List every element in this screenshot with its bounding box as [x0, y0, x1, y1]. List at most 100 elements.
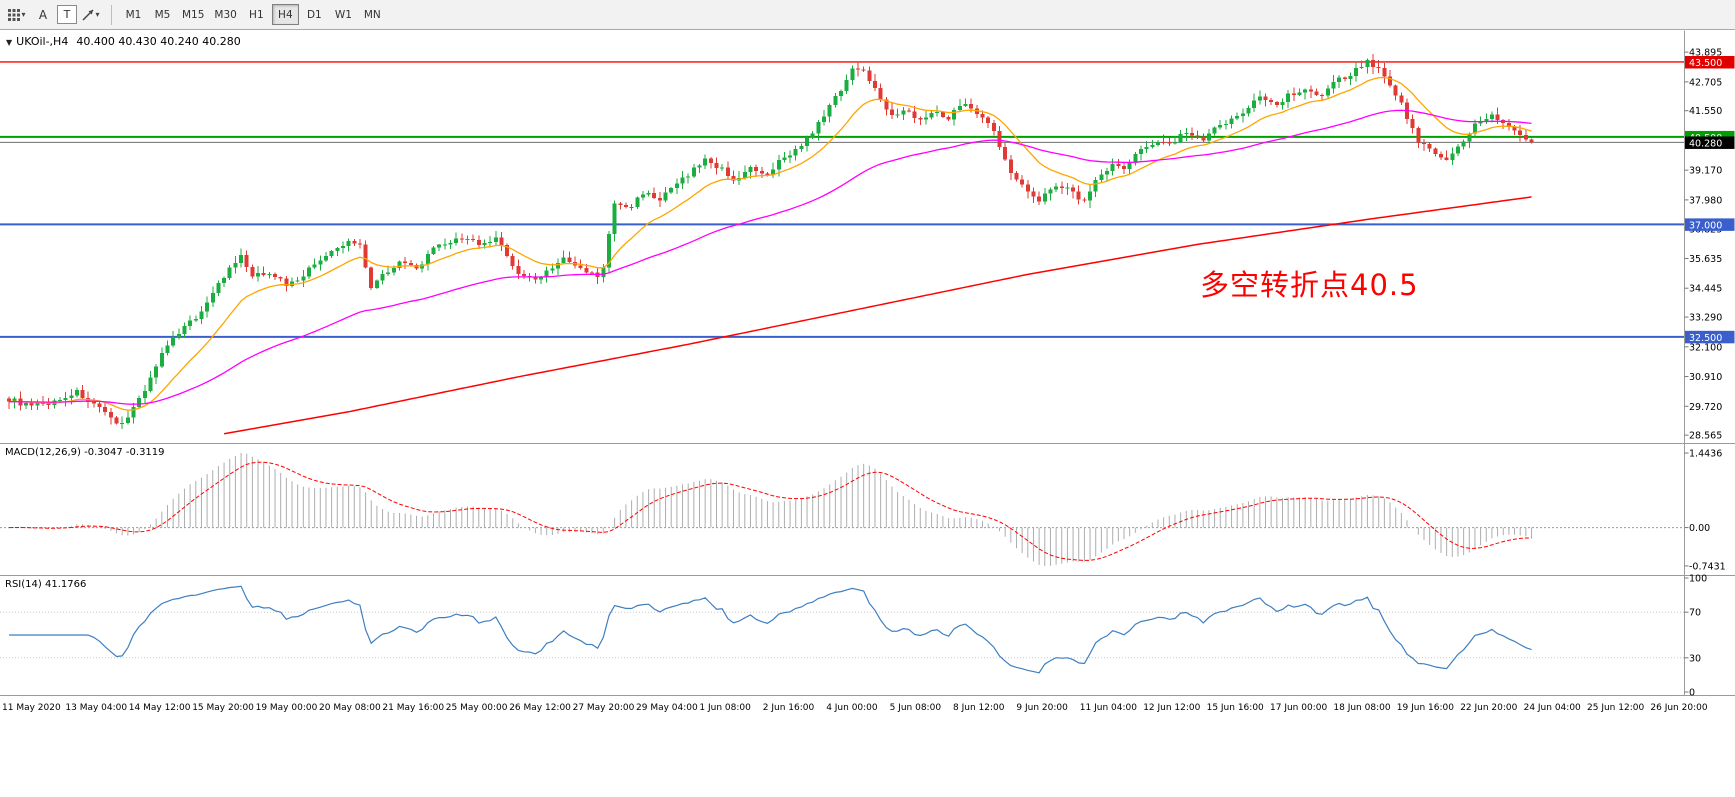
rsi-line	[9, 585, 1532, 674]
macd-axis-label: 0.00	[1689, 523, 1710, 534]
price-axis-label: 39.170	[1689, 166, 1722, 177]
price-axis-label: 41.550	[1689, 106, 1722, 117]
timeframe-m5-button[interactable]: M5	[149, 4, 176, 25]
price-axis-label: 35.635	[1689, 254, 1722, 265]
price-badge-label: 40.280	[1689, 138, 1722, 149]
rsi-panel	[0, 585, 1685, 674]
time-axis-label: 26 Jun 20:00	[1650, 703, 1707, 713]
timeframe-d1-button[interactable]: D1	[301, 4, 328, 25]
time-axis-label: 21 May 16:00	[382, 703, 444, 713]
toolbar-separator	[111, 4, 112, 25]
price-axis-label: 34.445	[1689, 284, 1722, 295]
price-axis-label: 29.720	[1689, 402, 1722, 413]
rsi-axis-label: 100	[1689, 574, 1707, 585]
time-axis-label: 25 Jun 12:00	[1587, 703, 1644, 713]
moving-averages	[8, 76, 1532, 435]
rsi-axis-label: 30	[1689, 653, 1701, 664]
time-axis-label: 12 Jun 12:00	[1143, 703, 1200, 713]
price-axis-label: 30.910	[1689, 372, 1722, 383]
ma-medium-line	[8, 109, 1532, 405]
rsi-label: RSI(14) 41.1766	[5, 579, 86, 590]
time-axis-label: 27 May 20:00	[573, 703, 635, 713]
macd-label: MACD(12,26,9) -0.3047 -0.3119	[5, 447, 165, 458]
time-axis-label: 14 May 12:00	[129, 703, 191, 713]
time-axis-label: 11 Jun 04:00	[1080, 703, 1137, 713]
drawing-tools-button[interactable]: ▾	[79, 4, 103, 26]
time-axis-label: 20 May 08:00	[319, 703, 381, 713]
timeframe-m30-button[interactable]: M30	[210, 4, 240, 25]
price-badge-label: 37.000	[1689, 220, 1722, 231]
time-axis-label: 15 May 20:00	[192, 703, 254, 713]
chart-menu-icon[interactable]: ▼	[6, 38, 13, 47]
rsi-title: RSI(14)	[5, 579, 42, 590]
ohlc-values: 40.400 40.430 40.240 40.280	[76, 35, 241, 48]
time-axis-label: 1 Jun 08:00	[699, 703, 751, 713]
time-axis-label: 17 Jun 00:00	[1270, 703, 1327, 713]
time-axis-label: 29 May 04:00	[636, 703, 698, 713]
price-scale[interactable]: 43.89542.70541.55039.17037.98036.82535.6…	[1684, 48, 1726, 699]
candles-layer	[7, 53, 1534, 430]
time-scale[interactable]: 11 May 2020 13 May 04:00 14 May 12:00 15 Ma…	[2, 703, 1708, 713]
time-axis-label: 4 Jun 00:00	[826, 703, 878, 713]
time-axis-label: 8 Jun 12:00	[953, 703, 1005, 713]
time-axis-label: 2 Jun 16:00	[763, 703, 815, 713]
timeframe-h1-button[interactable]: H1	[243, 4, 270, 25]
time-axis-label: 15 Jun 16:00	[1207, 703, 1264, 713]
time-axis-label: 18 Jun 08:00	[1333, 703, 1390, 713]
time-axis-label: 9 Jun 20:00	[1016, 703, 1068, 713]
time-axis-label: 19 May 00:00	[256, 703, 318, 713]
rsi-axis-label: 0	[1689, 688, 1695, 699]
text-tool-button[interactable]: T	[57, 5, 77, 24]
price-axis-label: 42.705	[1689, 77, 1722, 88]
time-axis-label: 22 Jun 20:00	[1460, 703, 1517, 713]
price-axis-label: 33.290	[1689, 313, 1722, 324]
main-toolbar: ▾ A T ▾ M1 M5 M15 M30 H1 H4 D1 W1 MN	[0, 0, 1735, 30]
macd-axis-label: 1.4436	[1689, 449, 1722, 460]
ma-slow-line	[223, 196, 1532, 435]
price-axis-label: 37.980	[1689, 195, 1722, 206]
horizontal-lines	[0, 61, 1685, 338]
cursor-tool-button[interactable]: A	[31, 4, 55, 26]
price-badge	[1685, 218, 1735, 231]
time-axis-label: 13 May 04:00	[65, 703, 127, 713]
time-axis-label: 11 May 2020	[2, 703, 61, 713]
ma-fast-line	[8, 76, 1532, 411]
rsi-axis-label: 70	[1689, 608, 1701, 619]
timeframe-m1-button[interactable]: M1	[120, 4, 147, 25]
chevron-down-icon: ▾	[21, 10, 26, 19]
macd-values: -0.3047 -0.3119	[84, 447, 165, 458]
time-axis-label: 24 Jun 04:00	[1524, 703, 1581, 713]
chart-title: ▼ UKOil-,H4 40.400 40.430 40.240 40.280	[6, 35, 241, 48]
macd-panel	[0, 453, 1685, 566]
price-axis-label: 28.565	[1689, 431, 1722, 442]
trendline-icon	[82, 8, 95, 21]
panel-frame	[0, 30, 1735, 696]
price-badge	[1685, 136, 1735, 149]
price-badge	[1685, 55, 1735, 69]
price-badge-label: 32.500	[1689, 333, 1722, 344]
rsi-value: 41.1766	[44, 579, 87, 590]
annotation-text: 多空转折点40.5	[1200, 268, 1419, 302]
time-axis-label: 25 May 00:00	[446, 703, 508, 713]
chevron-down-icon: ▾	[95, 10, 100, 19]
time-axis-label: 26 May 12:00	[509, 703, 571, 713]
price-badge	[1685, 330, 1735, 344]
price-badge-label: 43.500	[1689, 58, 1722, 69]
price-axis-label: 32.100	[1689, 342, 1722, 353]
chart-settings-button[interactable]: ▾	[5, 4, 29, 26]
grid-icon	[8, 8, 21, 21]
timeframe-w1-button[interactable]: W1	[330, 4, 357, 25]
timeframe-m15-button[interactable]: M15	[178, 4, 208, 25]
price-axis-label: 43.895	[1689, 48, 1722, 59]
time-axis-label: 5 Jun 08:00	[890, 703, 942, 713]
symbol-timeframe-label: UKOil-,H4	[16, 35, 69, 48]
timeframe-mn-button[interactable]: MN	[359, 4, 386, 25]
macd-title: MACD(12,26,9)	[5, 447, 81, 458]
macd-signal-line	[8, 461, 1532, 561]
macd-axis-label: -0.7431	[1689, 561, 1726, 572]
timeframe-h4-button[interactable]: H4	[271, 4, 299, 25]
time-axis-label: 19 Jun 16:00	[1397, 703, 1454, 713]
